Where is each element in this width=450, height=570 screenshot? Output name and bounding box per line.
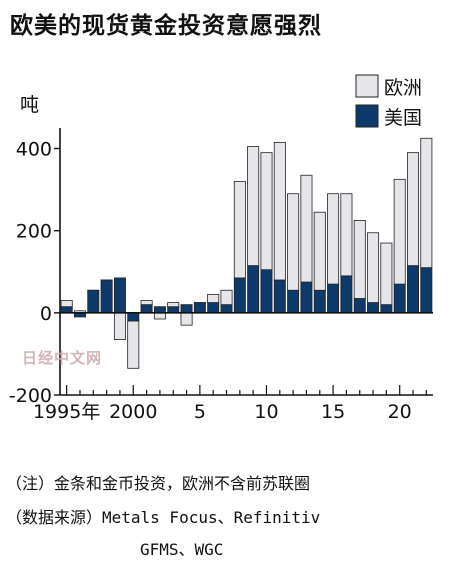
bar-us-2010	[260, 269, 273, 314]
bar-us-2012	[287, 289, 300, 314]
bars-layer	[60, 137, 433, 369]
bar-europe-2013	[300, 174, 313, 283]
bar-us-2020	[393, 283, 406, 314]
x-tick-label: 15	[321, 401, 345, 423]
bar-us-2001	[140, 304, 153, 314]
y-axis-label: 吨	[20, 94, 39, 116]
bar-us-2005	[193, 302, 206, 314]
bar-us-2003	[167, 306, 180, 314]
bar-us-2011	[273, 279, 286, 314]
y-ticks: -200 0 200 400	[9, 139, 60, 407]
y-tick-label: 200	[16, 221, 52, 243]
bar-europe-1999	[113, 312, 126, 340]
bar-europe-2022	[420, 137, 433, 269]
bar-us-2015	[327, 283, 340, 314]
bar-europe-2018	[367, 232, 380, 303]
bar-europe-2010	[260, 152, 273, 271]
source-line: （数据来源）Metals Focus、Refinitiv	[6, 508, 321, 527]
y-tick-label: 400	[16, 139, 52, 161]
bar-europe-2011	[273, 141, 286, 281]
x-ticks: 1995年 2000 5 10 15 20	[33, 385, 433, 423]
bar-us-2006	[207, 302, 220, 314]
chart-title: 欧美的现货黄金投资意愿强烈	[10, 13, 322, 39]
bar-europe-2014	[313, 211, 326, 291]
bar-us-2019	[380, 304, 393, 314]
bar-us-1998	[100, 279, 113, 314]
bar-us-2002	[153, 306, 166, 314]
bar-europe-2017	[353, 220, 366, 299]
bar-us-2008	[233, 277, 246, 314]
x-tick-label: 20	[388, 401, 412, 423]
bar-europe-2003	[167, 302, 180, 308]
bar-europe-2009	[247, 146, 260, 266]
bar-europe-1995	[60, 300, 73, 308]
bar-europe-2000	[127, 320, 140, 369]
bar-europe-2016	[340, 193, 353, 277]
bar-us-2000	[127, 312, 140, 322]
bar-us-2018	[367, 302, 380, 314]
bar-us-1997	[87, 289, 100, 314]
legend-label-us: 美国	[384, 107, 422, 129]
y-tick-label: 0	[40, 303, 52, 325]
legend-label-europe: 欧洲	[384, 77, 422, 99]
bar-europe-2012	[287, 193, 300, 291]
bar-europe-2004	[180, 312, 193, 326]
legend-swatch-us	[355, 104, 379, 128]
bar-europe-2021	[407, 152, 420, 267]
bar-europe-2006	[207, 293, 220, 303]
footnote: （注）金条和金币投资，欧洲不含前苏联圈	[6, 474, 311, 493]
x-tick-label: 10	[254, 401, 278, 423]
bar-europe-2008	[233, 180, 246, 279]
bar-us-2013	[300, 281, 313, 314]
legend-swatch-europe	[355, 74, 379, 98]
bar-us-2022	[420, 267, 433, 314]
bar-us-2021	[407, 265, 420, 314]
y-tick-label: -200	[9, 385, 52, 407]
x-tick-label: 5	[194, 401, 206, 423]
bar-europe-2002	[153, 312, 166, 320]
x-tick-label: 1995年	[33, 401, 100, 423]
bar-us-2009	[247, 265, 260, 314]
bar-us-2016	[340, 275, 353, 314]
watermark: 日经中文网	[22, 349, 103, 367]
bar-europe-2015	[327, 193, 340, 285]
bar-us-1995	[60, 306, 73, 314]
bar-us-2004	[180, 304, 193, 314]
x-tick-label: 2000	[109, 401, 157, 423]
bar-us-2014	[313, 289, 326, 314]
bar-us-1999	[113, 277, 126, 314]
bar-europe-2019	[380, 242, 393, 306]
source-line-continued: GFMS、WGC	[140, 540, 224, 559]
bar-europe-2001	[140, 300, 153, 306]
bar-us-2007	[220, 304, 233, 314]
bar-europe-2020	[393, 178, 406, 285]
bar-us-2017	[353, 298, 366, 314]
bar-europe-2007	[220, 289, 233, 306]
